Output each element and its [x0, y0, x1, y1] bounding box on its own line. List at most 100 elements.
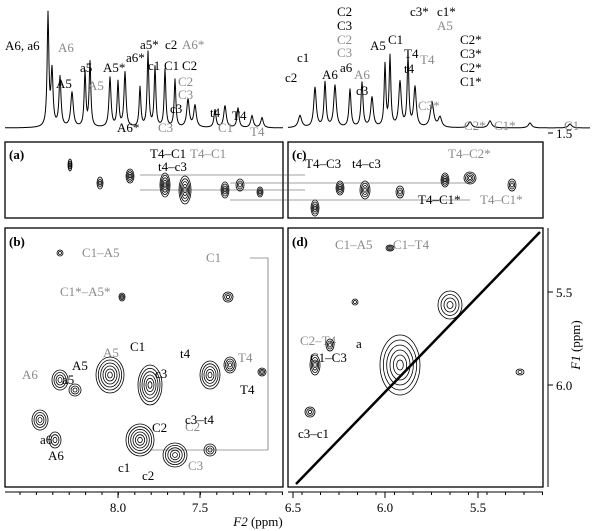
- contour: [468, 176, 472, 180]
- contour: [517, 370, 523, 374]
- contour: [359, 180, 371, 200]
- panel-label: (a): [9, 147, 24, 162]
- contour: [443, 297, 457, 313]
- peak-label: a6*: [126, 50, 145, 65]
- peak-label: T4–C1: [190, 146, 226, 161]
- contour: [95, 356, 125, 394]
- contour: [258, 368, 266, 376]
- contour: [515, 368, 525, 376]
- contour: [382, 339, 418, 391]
- panel-c-frame: [287, 141, 544, 219]
- peak-label: A6*: [117, 120, 139, 135]
- f1-title: F1 (ppm): [568, 320, 583, 370]
- contour: [260, 370, 264, 374]
- contour: [385, 244, 395, 252]
- diagonal: [295, 231, 541, 485]
- contour: [325, 338, 335, 352]
- contour: [199, 360, 221, 390]
- peak-label: A6: [354, 67, 370, 82]
- contour: [508, 180, 516, 190]
- contour: [130, 428, 150, 452]
- peak-label: C1: [564, 118, 579, 133]
- peak-label: T4: [250, 124, 265, 139]
- contour: [70, 385, 80, 395]
- peak-label: C1: [130, 339, 145, 354]
- contour: [353, 300, 357, 304]
- peak-label: C2*: [460, 32, 482, 47]
- contour: [125, 168, 135, 184]
- contour: [50, 434, 60, 446]
- contour: [446, 301, 454, 309]
- peak-label: c3*: [410, 4, 429, 19]
- peak-label: C2: [152, 420, 167, 435]
- peak-label: T4: [240, 382, 255, 397]
- peak-label: c3: [356, 83, 368, 98]
- peak-label: a: [356, 336, 362, 351]
- f1-tick-label: 6.0: [556, 378, 572, 393]
- contour: [312, 359, 318, 371]
- contour: [141, 371, 159, 399]
- contour: [440, 172, 450, 188]
- contour: [118, 292, 126, 302]
- contour: [57, 377, 63, 383]
- contour: [463, 171, 477, 185]
- peak-label: C2: [178, 74, 193, 89]
- contour: [127, 172, 133, 180]
- contour: [163, 182, 167, 188]
- peak-label: C1*–A5*: [60, 284, 111, 299]
- contour: [167, 447, 183, 463]
- peak-label: A6*: [182, 37, 204, 52]
- contour: [48, 431, 62, 449]
- f1-tick-label: 5.5: [556, 285, 572, 300]
- contour: [98, 180, 102, 186]
- contour: [147, 381, 153, 389]
- peak-label: c1: [297, 50, 309, 65]
- contour: [311, 201, 319, 215]
- f2-title-unit: (ppm): [248, 514, 283, 529]
- contour: [312, 203, 318, 213]
- peak-label: A6, a6: [5, 38, 40, 53]
- peak-label: a6: [340, 60, 353, 75]
- contour: [67, 158, 73, 172]
- peak-label: C1*: [494, 118, 516, 133]
- contour: [238, 182, 242, 188]
- contour: [223, 356, 237, 374]
- peak-label: T4–C1*: [418, 192, 461, 207]
- peak-label: A5: [56, 76, 72, 91]
- peak-label: C1: [164, 58, 179, 73]
- contour: [310, 357, 320, 373]
- contour: [326, 340, 334, 350]
- contour: [507, 178, 517, 192]
- peak-label: A5: [437, 18, 453, 33]
- contour: [52, 436, 58, 444]
- contour: [143, 374, 157, 396]
- contour: [162, 442, 188, 468]
- peak-label: T4: [404, 46, 419, 61]
- peak-label: T4: [238, 350, 253, 365]
- peak-label: t4: [404, 61, 415, 76]
- f2-tick-label: 6.0: [377, 500, 393, 515]
- f1-tick-label: 1.5: [556, 126, 572, 141]
- contour: [169, 449, 181, 461]
- contour: [335, 180, 345, 196]
- peak-label: C2: [337, 4, 352, 19]
- contour: [389, 349, 411, 381]
- contour: [33, 412, 47, 428]
- contour: [228, 362, 232, 368]
- contour: [306, 408, 314, 416]
- contour: [164, 444, 185, 465]
- peak-label: t4: [180, 346, 191, 361]
- peak-label: A6: [58, 40, 74, 55]
- contour: [388, 246, 392, 250]
- contour: [68, 383, 82, 397]
- contour: [139, 367, 161, 403]
- contour: [222, 291, 234, 303]
- peak-label: T4: [232, 108, 247, 123]
- peak-label: C2*: [460, 60, 482, 75]
- peak-label: C3: [158, 120, 173, 135]
- contour: [126, 170, 134, 182]
- peak-label: c1: [148, 58, 160, 73]
- f2-tick-label: 8.0: [110, 500, 126, 515]
- contour: [351, 298, 359, 306]
- peak-label: C1: [206, 250, 221, 265]
